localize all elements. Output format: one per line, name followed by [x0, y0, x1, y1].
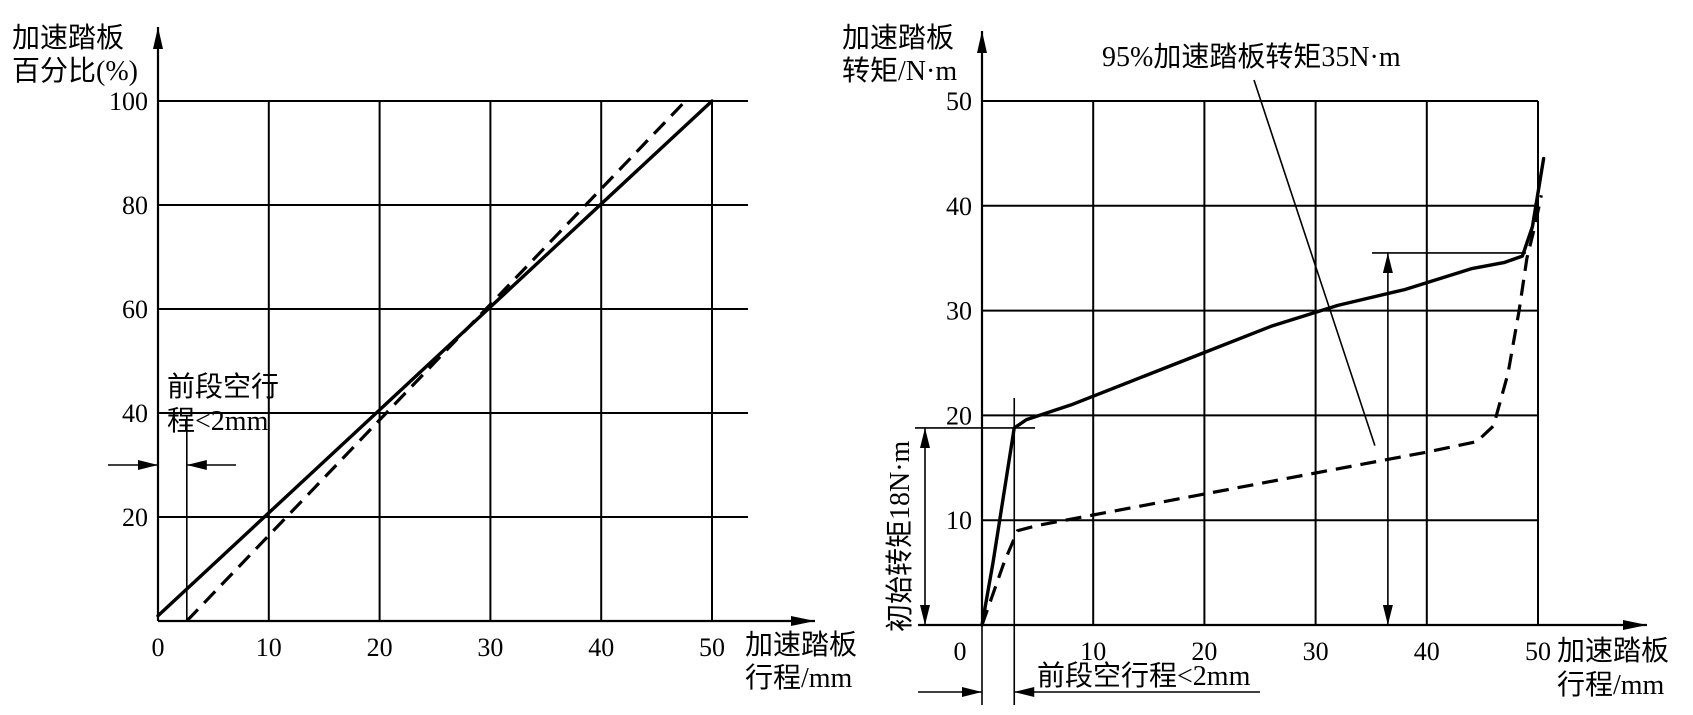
series-line-dashed	[185, 99, 687, 623]
right-xlabel-line1: 加速踏板	[1557, 635, 1669, 667]
y-tick-label-100: 100	[109, 87, 148, 116]
series-line-solid	[156, 99, 714, 618]
right-xlabel-line2: 行程/mm	[1557, 669, 1665, 701]
right-ylabel-line1: 加速踏板	[842, 22, 954, 54]
free-travel-right-arrowhead	[1014, 687, 1035, 697]
y-axis-arrowhead	[977, 31, 987, 53]
right-chart: 0 10 20 30 40 50 10 20 30 40 50 加速踏板 转矩/N·m 加速踏板 行…	[842, 22, 1669, 705]
y-tick-label-40: 40	[946, 192, 972, 221]
free-travel-left-arrowhead	[138, 460, 158, 470]
left-free-travel-label-line1: 前段空行	[167, 371, 279, 403]
x-axis-arrowhead	[791, 616, 815, 626]
torque-95-arrowhead-bottom	[1382, 605, 1393, 625]
right-initial-torque-label: 初始转矩18N·m	[884, 440, 916, 632]
x-tick-label-0: 0	[954, 637, 967, 666]
x-tick-label-10: 10	[256, 633, 282, 662]
right-free-travel-label: 前段空行程<2mm	[1037, 660, 1251, 692]
torque-95-leader-line	[1253, 79, 1376, 446]
free-travel-left-arrowhead	[962, 687, 982, 697]
right-95pct-torque-label: 95%加速踏板转矩35N·m	[1102, 41, 1401, 73]
x-tick-label-10: 10	[1080, 637, 1106, 666]
x-tick-label-30: 30	[1303, 637, 1329, 666]
x-tick-label-30: 30	[477, 633, 503, 662]
x-tick-label-20: 20	[1191, 637, 1217, 666]
x-tick-label-50: 50	[1525, 637, 1551, 666]
x-tick-label-50: 50	[699, 633, 725, 662]
left-tick-labels: 0 10 20 30 40 50 20 40 60 80 100	[109, 87, 725, 662]
series-line-solid	[980, 156, 1546, 627]
left-xlabel-line2: 行程/mm	[745, 662, 853, 694]
y-tick-label-20: 20	[946, 401, 972, 430]
initial-torque-arrowhead-top	[920, 427, 930, 448]
left-annotations	[108, 415, 236, 621]
y-axis-arrowhead	[153, 27, 163, 49]
x-tick-label-40: 40	[1414, 637, 1440, 666]
right-ylabel-line2: 转矩/N·m	[842, 55, 957, 87]
x-axis-arrowhead	[1623, 620, 1647, 630]
left-xlabel-line1: 加速踏板	[745, 629, 857, 661]
y-tick-label-20: 20	[122, 503, 148, 532]
right-series	[980, 156, 1546, 627]
free-travel-right-arrowhead	[186, 460, 207, 470]
y-tick-label-10: 10	[946, 506, 972, 535]
right-grid	[982, 100, 1539, 625]
series-line-dashed	[980, 194, 1543, 626]
x-tick-label-40: 40	[588, 633, 614, 662]
left-ylabel-line2: 百分比(%)	[12, 55, 138, 87]
left-axes	[153, 27, 815, 626]
left-ylabel-line1: 加速踏板	[12, 22, 124, 54]
right-axes	[918, 31, 1647, 630]
initial-torque-arrowhead-bottom	[920, 605, 930, 625]
y-tick-label-30: 30	[946, 297, 972, 326]
left-free-travel-label-line2: 程<2mm	[167, 406, 269, 437]
torque-95-arrowhead-top	[1382, 252, 1393, 273]
y-tick-label-60: 60	[122, 295, 148, 324]
right-tick-labels: 0 10 20 30 40 50 10 20 30 40 50	[946, 87, 1551, 666]
y-tick-label-40: 40	[122, 399, 148, 428]
y-tick-label-50: 50	[946, 87, 972, 116]
left-series	[156, 99, 714, 623]
x-tick-label-0: 0	[152, 633, 165, 662]
x-tick-label-20: 20	[367, 633, 393, 662]
y-tick-label-80: 80	[122, 191, 148, 220]
left-grid	[158, 100, 748, 621]
right-annotations	[915, 79, 1526, 705]
